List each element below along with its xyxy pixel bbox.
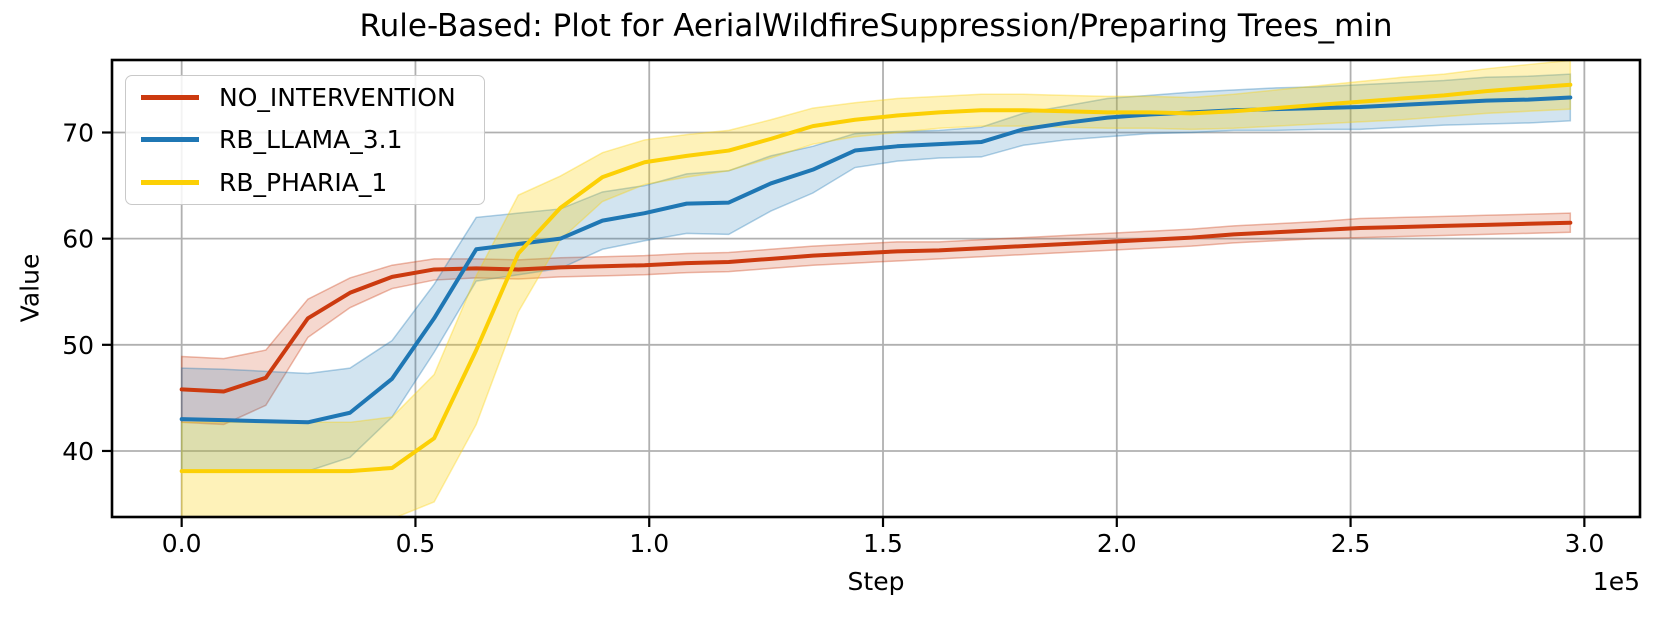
legend-swatch-blue-line	[141, 137, 199, 143]
x-tick-label: 3.0	[1564, 529, 1604, 558]
legend-swatch-red-line	[141, 94, 199, 100]
x-tick-label: 2.5	[1331, 529, 1371, 558]
x-tick-label: 1.5	[863, 529, 903, 558]
y-tick-label: 60	[62, 225, 94, 254]
series-line-NO_INTERVENTION	[179, 220, 1573, 394]
x-axis-label: Step	[847, 567, 905, 596]
series-line-RB_LLAMA_3.1	[179, 95, 1573, 425]
legend-swatch-yellow-line	[141, 180, 199, 186]
legend-item-rb-pharia: RB_PHARIA_1	[141, 168, 484, 197]
axes-spines	[110, 58, 1642, 519]
y-axis-label: Value	[15, 253, 45, 323]
y-tick-label: 50	[62, 331, 94, 360]
series-line-RB_PHARIA_1	[179, 82, 1573, 474]
chart-title: Rule-Based: Plot for AerialWildfireSuppr…	[359, 8, 1393, 44]
confidence-band-NO_INTERVENTION	[180, 212, 1572, 426]
confidence-band-RB_LLAMA_3.1	[180, 73, 1572, 472]
x-axis-offset-label: 1e5	[1592, 567, 1640, 596]
legend-item-rb-llama: RB_LLAMA_3.1	[141, 125, 484, 154]
y-tick-label: 70	[62, 119, 94, 148]
x-tick-label: 0.0	[162, 529, 202, 558]
x-tick-label: 1.0	[629, 529, 669, 558]
legend-label: RB_LLAMA_3.1	[219, 125, 403, 155]
legend-label: RB_PHARIA_1	[219, 168, 388, 198]
x-tick-label: 0.5	[396, 529, 436, 558]
legend-label: NO_INTERVENTION	[219, 82, 456, 112]
x-tick-label: 2.0	[1097, 529, 1137, 558]
legend-box: NO_INTERVENTION RB_LLAMA_3.1 RB_PHARIA_1	[125, 75, 485, 205]
y-tick-label: 40	[62, 437, 94, 466]
legend-item-no-intervention: NO_INTERVENTION	[141, 83, 484, 112]
